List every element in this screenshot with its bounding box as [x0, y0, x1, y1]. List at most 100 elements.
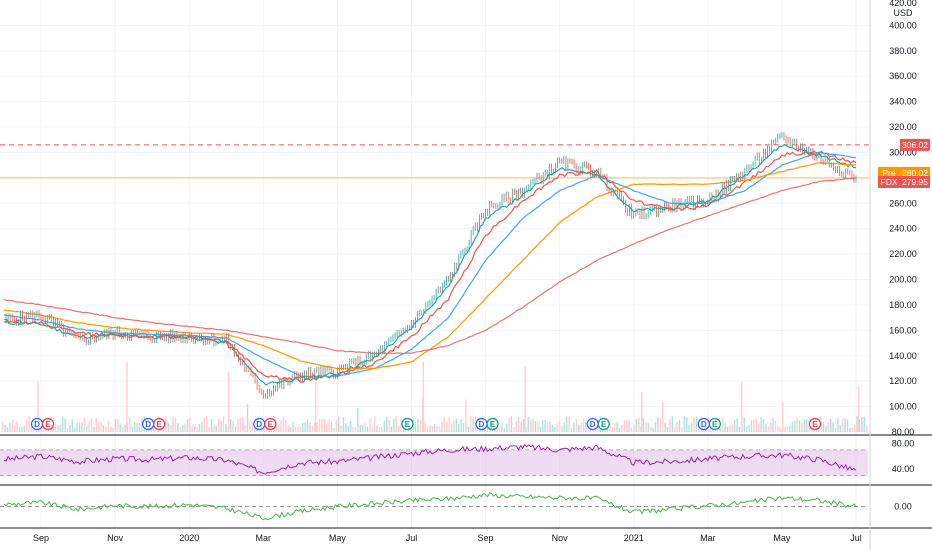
- volume-bar: [119, 423, 121, 432]
- event-marker-letter: E: [45, 420, 51, 429]
- volume-bar: [755, 418, 757, 432]
- volume-bar: [436, 425, 438, 432]
- volume-bar: [297, 426, 299, 432]
- volume-bar: [210, 419, 213, 432]
- volume-bar: [76, 422, 78, 432]
- volume-bar: [587, 425, 589, 432]
- volume-bar: [458, 423, 460, 432]
- volume-bar: [810, 427, 813, 432]
- volume-bar: [129, 417, 131, 432]
- volume-bar: [719, 427, 721, 432]
- volume-bar: [414, 421, 417, 432]
- volume-bar: [786, 425, 789, 432]
- earnings-marker[interactable]: [597, 417, 610, 431]
- volume-bar: [467, 426, 469, 432]
- volume-bar: [453, 420, 455, 432]
- volume-bar: [347, 425, 349, 432]
- volume-bar: [14, 425, 16, 432]
- volume-bar: [220, 420, 222, 432]
- earnings-marker[interactable]: [41, 417, 55, 431]
- volume-bar: [340, 425, 342, 432]
- x-tick-label: Jul: [406, 533, 418, 543]
- volume-bar: [678, 419, 681, 432]
- volume-bar: [83, 417, 85, 432]
- volume-bar: [134, 422, 136, 432]
- earnings-marker[interactable]: [401, 417, 414, 431]
- volume-bar: [376, 425, 378, 432]
- volume-bar: [549, 421, 551, 432]
- volume-bar: [820, 416, 822, 432]
- volume-bar: [796, 418, 798, 432]
- volume-bar: [503, 427, 505, 432]
- volume-bar: [866, 425, 868, 432]
- oscillator-y-tick-label: 0.00: [894, 502, 912, 512]
- volume-bar: [798, 420, 801, 432]
- volume-bar: [782, 401, 784, 432]
- earnings-marker[interactable]: [153, 417, 166, 431]
- volume-bar: [105, 426, 107, 432]
- volume-bar: [484, 426, 486, 432]
- volume-bar: [138, 423, 141, 432]
- volume-bar: [638, 417, 640, 432]
- volume-bar: [446, 421, 448, 432]
- price-tag-value-bg: [900, 166, 930, 179]
- volume-bar: [102, 425, 105, 432]
- volume-bar: [323, 418, 325, 432]
- volume-bar: [676, 421, 678, 432]
- volume-bar: [333, 427, 335, 432]
- event-marker-letter: D: [479, 420, 485, 429]
- volume-bar: [395, 416, 397, 432]
- volume-bar: [765, 423, 767, 432]
- volume-bar: [114, 419, 117, 432]
- volume-bar: [618, 427, 621, 432]
- volume-bar: [582, 418, 585, 432]
- volume-bar: [630, 427, 633, 432]
- volume-bar: [122, 427, 124, 432]
- volume-bar: [690, 422, 693, 432]
- volume-bar: [645, 422, 647, 432]
- volume-bar: [686, 417, 688, 432]
- earnings-marker[interactable]: [808, 417, 822, 431]
- price-tag-label: FDX: [881, 177, 898, 187]
- volume-bar: [165, 416, 167, 432]
- volume-bar: [95, 418, 97, 432]
- volume-bar: [762, 418, 765, 432]
- earnings-marker[interactable]: [486, 417, 499, 431]
- volume-bar: [839, 425, 841, 432]
- volume-bar: [71, 419, 73, 432]
- volume-bar: [57, 425, 59, 432]
- y-tick-top-clipped: 420.00: [889, 0, 917, 8]
- volume-bar: [299, 426, 301, 432]
- volume-bar: [808, 427, 810, 432]
- volume-bar: [4, 425, 6, 432]
- volume-bar: [750, 420, 753, 432]
- volume-bar: [280, 420, 282, 432]
- volume-bar: [842, 418, 844, 432]
- volume-bar: [254, 424, 256, 432]
- volume-bar: [335, 419, 337, 432]
- volume-bar: [249, 420, 251, 432]
- volume-spike: [228, 372, 230, 432]
- volume-bar: [806, 418, 808, 432]
- volume-bar: [136, 422, 138, 432]
- volume-bar: [294, 426, 297, 432]
- volume-bar: [486, 426, 489, 432]
- volume-spike: [641, 392, 643, 432]
- earnings-marker[interactable]: [708, 417, 721, 431]
- volume-bar: [489, 427, 491, 432]
- volume-bar: [731, 424, 733, 432]
- earnings-marker[interactable]: [264, 417, 277, 431]
- y-tick-label: 240.00: [889, 224, 917, 234]
- volume-bar: [110, 426, 112, 432]
- volume-bar: [472, 418, 474, 432]
- volume-bar: [302, 423, 304, 432]
- volume-bar: [194, 426, 196, 432]
- volume-bar: [774, 420, 777, 432]
- volume-bar: [522, 418, 525, 432]
- volume-bar: [292, 421, 294, 432]
- volume-bar: [191, 425, 193, 432]
- volume-bar: [424, 422, 426, 432]
- volume-bar: [390, 426, 393, 432]
